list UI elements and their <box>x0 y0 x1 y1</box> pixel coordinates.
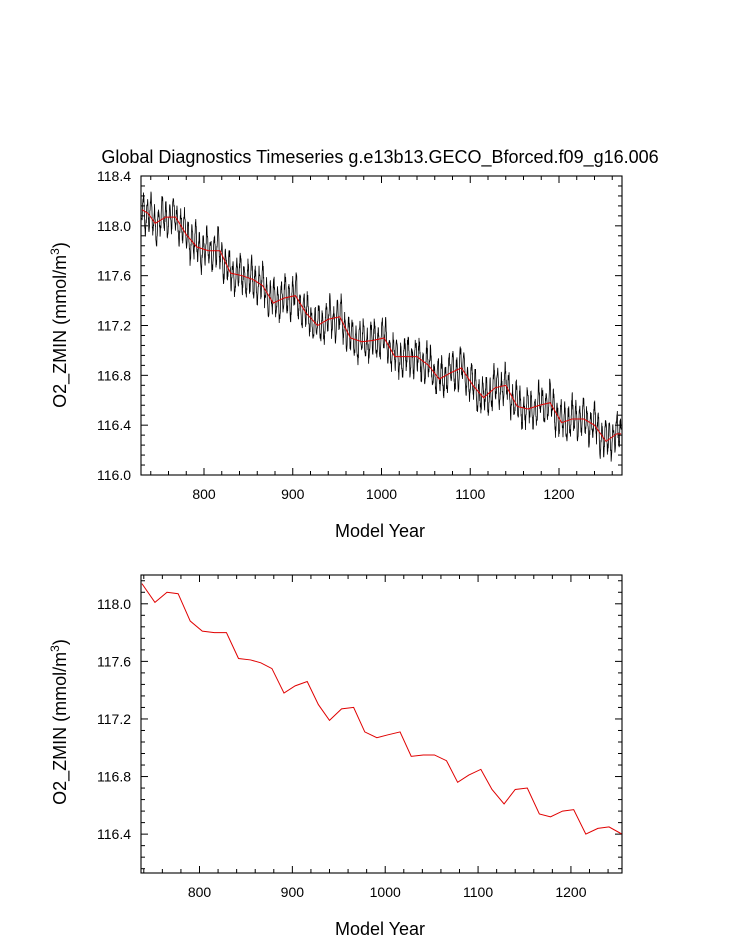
bottom-ylabel-tail: ) <box>50 639 70 645</box>
top-x-tick-label: 1100 <box>455 486 485 502</box>
top-y-tick-label: 117.6 <box>97 268 131 284</box>
top-panel: Global Diagnostics Timeseries g.e13b13.G… <box>48 147 659 541</box>
bottom-y-tick-label: 116.4 <box>97 826 131 842</box>
top-y-tick-label: 116.4 <box>97 417 131 433</box>
top-x-tick-label: 1200 <box>543 486 574 502</box>
bottom-x-tick-label: 800 <box>188 884 212 900</box>
top-x-tick-label: 800 <box>192 486 216 502</box>
top-series-annual-line <box>141 209 622 443</box>
top-y-tick-label: 118.4 <box>97 168 131 184</box>
top-y-axis-label-text: O2_ZMIN (mmol/m3) <box>48 242 71 408</box>
top-y-tick-label: 118.0 <box>97 218 131 234</box>
bottom-ylabel-main: O2_ZMIN (mmol/m <box>50 652 71 805</box>
bottom-y-tick-label: 118.0 <box>97 596 131 612</box>
top-y-tick-label: 116.8 <box>97 367 131 383</box>
bottom-x-tick-label: 1200 <box>555 884 586 900</box>
chart-title: Global Diagnostics Timeseries g.e13b13.G… <box>101 147 658 168</box>
bottom-series-annual-line <box>141 583 622 835</box>
top-x-axis-label: Model Year <box>335 521 425 541</box>
bottom-y-tick-label: 116.8 <box>97 769 131 785</box>
top-ylabel-tail: ) <box>50 242 70 248</box>
top-ylabel-main: O2_ZMIN (mmol/m <box>50 255 71 408</box>
bottom-x-tick-label: 1100 <box>463 884 493 900</box>
top-x-tick-label: 900 <box>281 486 305 502</box>
top-y-tick-label: 117.2 <box>97 318 131 334</box>
bottom-x-tick-label: 1000 <box>370 884 401 900</box>
bottom-y-axis-label-text: O2_ZMIN (mmol/m3) <box>48 639 71 805</box>
bottom-y-tick-label: 117.6 <box>97 653 131 669</box>
bottom-plot-frame <box>140 574 623 874</box>
top-ticks: 800 900 1000 1100 1200 116.0 116.4 116.8 117.2 11… <box>97 168 622 502</box>
top-y-axis-label: O2_ZMIN (mmol/m3) <box>48 242 71 408</box>
bottom-y-tick-label: 117.2 <box>97 711 131 727</box>
bottom-x-tick-label: 900 <box>281 884 305 900</box>
top-y-tick-label: 116.0 <box>97 467 131 483</box>
bottom-panel: 800 900 1000 1100 1200 116.4 116.8 117.2 117.6 11… <box>48 574 623 939</box>
bottom-x-axis-label: Model Year <box>335 919 425 939</box>
top-ylabel-sup: 3 <box>48 248 62 255</box>
bottom-ticks: 800 900 1000 1100 1200 116.4 116.8 117.2 117.6 11… <box>97 575 622 900</box>
top-x-tick-label: 1000 <box>366 486 397 502</box>
bottom-y-axis-label: O2_ZMIN (mmol/m3) <box>48 639 71 805</box>
top-series-monthly-line <box>141 191 622 462</box>
top-plot-frame <box>140 175 623 476</box>
bottom-ylabel-sup: 3 <box>48 645 62 652</box>
